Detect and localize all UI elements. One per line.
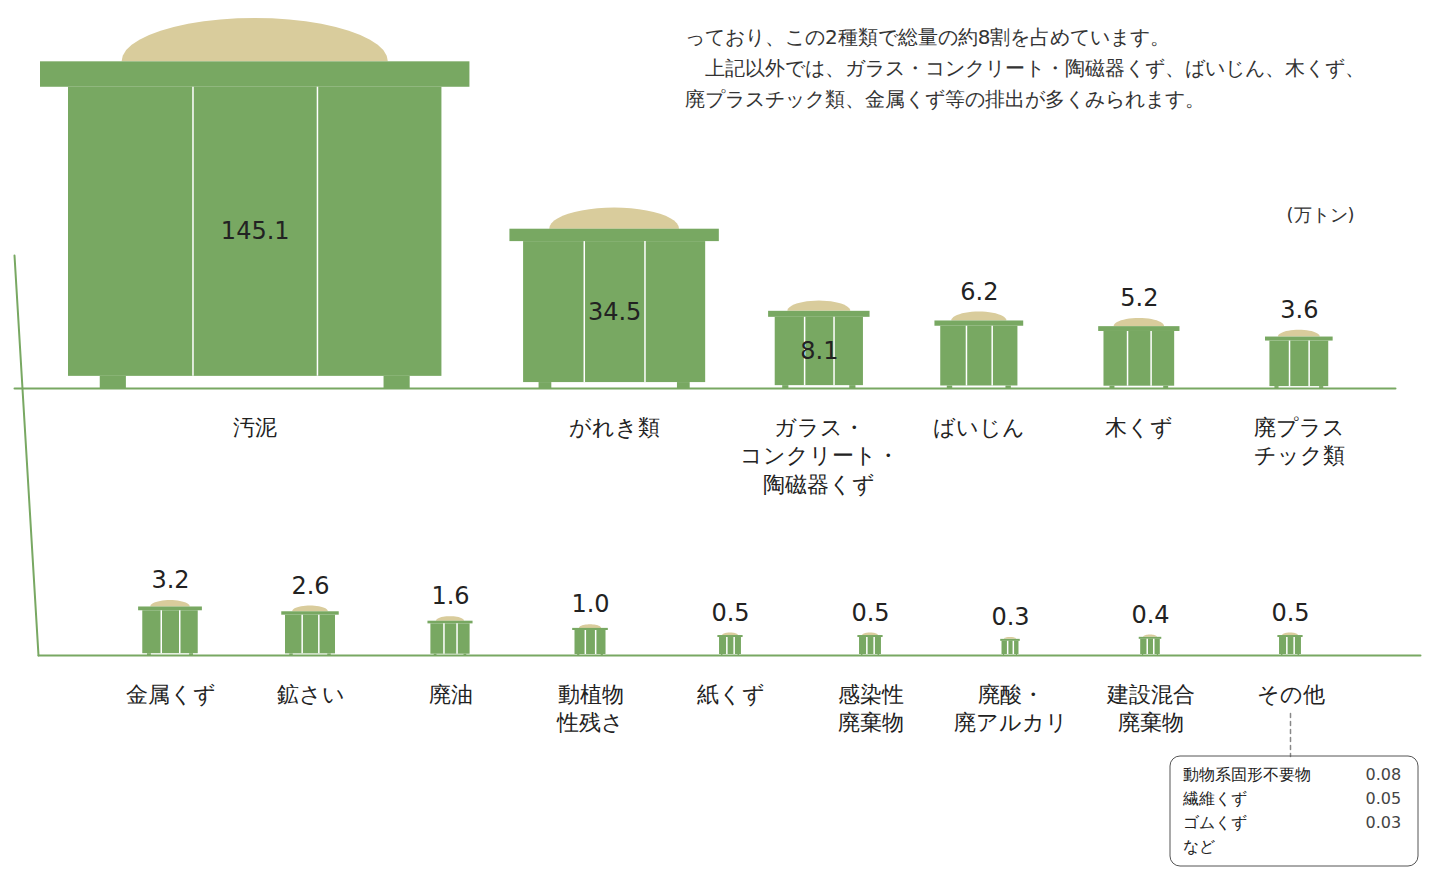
svg-text:廃酸・廃アルカリ: 廃酸・廃アルカリ: [954, 682, 1068, 736]
html-text:上記以外では、ガラス・コンクリート・陶磁器くず、ばいじん、木: 上記以外では、ガラス・コンクリート・陶磁器くず、ばいじん、木くず、廃プラスチック…: [685, 56, 1365, 111]
svg-text:8.1: 8.1: [800, 337, 838, 365]
svg-text:0.03: 0.03: [1366, 813, 1402, 832]
svg-text:6.2: 6.2: [960, 278, 998, 306]
svg-text:0.5: 0.5: [1271, 599, 1309, 627]
svg-text:鉱さい: 鉱さい: [277, 682, 345, 707]
svg-text:0.05: 0.05: [1366, 789, 1402, 808]
svg-text:紙くず: 紙くず: [697, 682, 765, 707]
svg-text:2.6: 2.6: [291, 572, 329, 600]
svg-text:34.5: 34.5: [588, 298, 641, 326]
svg-text:0.5: 0.5: [711, 599, 749, 627]
svg-text:建設混合廃棄物: 建設混合廃棄物: [1106, 682, 1195, 736]
svg-text:ゴムくず: ゴムくず: [1183, 813, 1247, 832]
svg-text:(万トン): (万トン): [1286, 204, 1354, 225]
svg-text:5.2: 5.2: [1120, 284, 1158, 312]
svg-text:3.2: 3.2: [151, 566, 189, 594]
svg-text:木くず: 木くず: [1105, 415, 1173, 440]
svg-text:動植物性残さ: 動植物性残さ: [556, 682, 624, 736]
svg-text:0.5: 0.5: [851, 599, 889, 627]
svg-text:0.08: 0.08: [1366, 765, 1402, 784]
html-text:っており、この2種類で総量の約8割を占めています。: っており、この2種類で総量の約8割を占めています。: [685, 25, 1171, 49]
svg-text:廃油: 廃油: [429, 682, 473, 707]
svg-text:繊維くず: 繊維くず: [1182, 789, 1247, 808]
svg-text:ガラス・コンクリート・陶磁器くず: ガラス・コンクリート・陶磁器くず: [740, 415, 899, 497]
svg-text:廃プラスチック類: 廃プラスチック類: [1254, 415, 1345, 469]
svg-text:動物系固形不要物: 動物系固形不要物: [1183, 765, 1311, 784]
svg-text:0.3: 0.3: [991, 603, 1029, 631]
svg-text:金属くず: 金属くず: [126, 682, 216, 707]
svg-text:感染性廃棄物: 感染性廃棄物: [838, 682, 904, 736]
svg-text:など: など: [1183, 837, 1215, 856]
svg-text:3.6: 3.6: [1280, 296, 1318, 324]
svg-text:汚泥: 汚泥: [233, 415, 277, 440]
svg-text:がれき類: がれき類: [569, 415, 660, 440]
svg-text:1.0: 1.0: [571, 590, 609, 618]
svg-text:1.6: 1.6: [431, 582, 469, 610]
svg-text:ばいじん: ばいじん: [933, 415, 1025, 440]
svg-text:145.1: 145.1: [221, 217, 290, 245]
svg-text:その他: その他: [1257, 682, 1325, 707]
svg-text:0.4: 0.4: [1131, 601, 1169, 629]
